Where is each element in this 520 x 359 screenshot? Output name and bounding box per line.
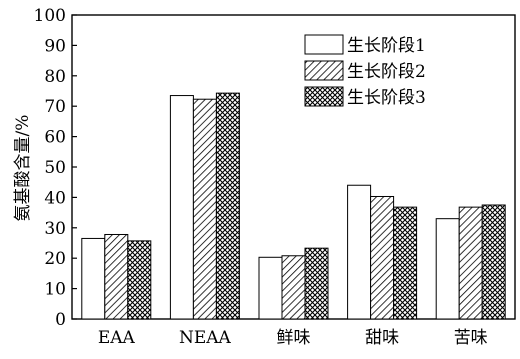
x-tick-label: EAA	[98, 328, 136, 348]
bar	[281, 255, 306, 320]
y-axis-title: 氨基酸含量/%	[13, 115, 33, 222]
bar	[393, 206, 418, 320]
bar	[169, 95, 194, 320]
bar	[370, 195, 395, 320]
bars	[81, 92, 506, 320]
y-tick-label: 70	[44, 97, 66, 117]
bar	[304, 247, 329, 320]
bar	[347, 184, 372, 320]
legend-label: 生长阶段1	[347, 36, 426, 56]
bar	[127, 240, 152, 320]
y-tick-label: 90	[44, 36, 66, 56]
bar	[192, 98, 217, 320]
y-tick-label: 100	[34, 6, 66, 26]
y-tick-label: 50	[44, 158, 66, 178]
bar	[81, 237, 106, 320]
y-tick-label: 80	[44, 67, 66, 87]
axes: 0 10 20 30 40 50 60 70 80 90 100 EAA NEAA 鲜味 甜味 苦味	[34, 6, 516, 348]
legend-swatch	[304, 34, 344, 55]
legend-label: 生长阶段2	[347, 62, 426, 82]
y-tick-label: 10	[44, 280, 66, 300]
y-tick-label: 60	[44, 128, 66, 148]
y-tick-label: 20	[44, 249, 66, 269]
bar	[458, 206, 483, 320]
bar	[104, 233, 129, 320]
bar	[481, 204, 506, 320]
legend-swatch	[304, 60, 344, 81]
y-tick-label: 0	[55, 310, 66, 330]
legend-label: 生长阶段3	[347, 88, 426, 108]
bar	[258, 256, 283, 320]
x-tick-label: 甜味	[365, 328, 399, 348]
y-tick-label: 30	[44, 219, 66, 239]
x-tick-label: 鲜味	[277, 328, 311, 348]
legend-swatch	[304, 86, 344, 107]
x-tick-label: NEAA	[179, 328, 232, 348]
bar	[435, 218, 460, 320]
bar	[215, 92, 240, 320]
legend: 生长阶段1 生长阶段2 生长阶段3	[304, 34, 426, 108]
x-tick-label: 苦味	[454, 328, 488, 348]
y-tick-label: 40	[44, 188, 66, 208]
